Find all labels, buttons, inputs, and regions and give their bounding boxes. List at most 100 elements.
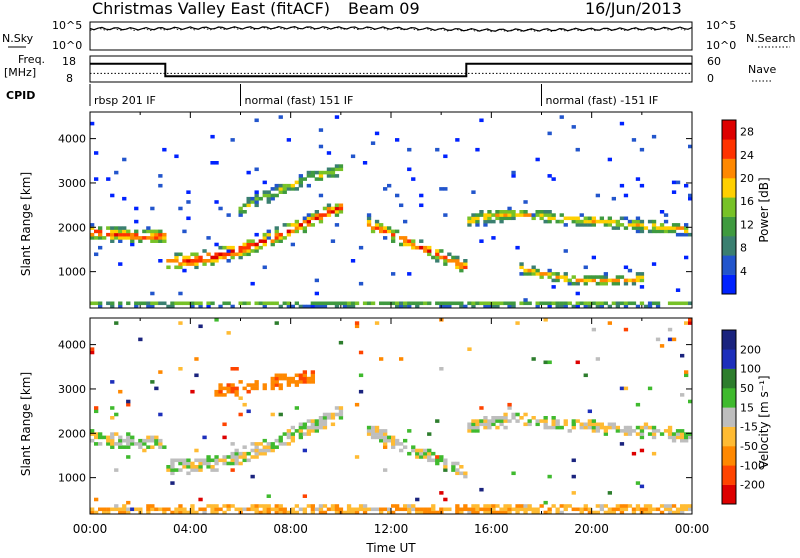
heatmap-cell xyxy=(527,268,532,273)
heatmap-cell xyxy=(230,468,235,472)
heatmap-cell xyxy=(222,504,227,508)
heatmap-cell xyxy=(507,301,512,306)
heatmap-cell xyxy=(194,259,199,263)
heatmap-cell xyxy=(499,210,504,214)
heatmap-cell xyxy=(667,507,673,512)
heatmap-cell xyxy=(290,425,296,430)
heatmap-cell xyxy=(511,210,516,214)
heatmap-cell xyxy=(266,193,271,198)
heatmap-cell xyxy=(507,402,512,407)
heatmap-cell xyxy=(680,435,685,440)
heatmap-cell xyxy=(675,432,681,436)
heatmap-cell xyxy=(238,451,243,456)
heatmap-cell xyxy=(467,422,472,427)
heatmap-cell xyxy=(194,373,199,378)
heatmap-cell xyxy=(274,226,279,230)
heatmap-cell xyxy=(298,435,304,440)
heatmap-cell xyxy=(675,301,681,306)
heatmap-cell xyxy=(675,232,681,237)
heatmap-cell xyxy=(338,167,344,172)
heatmap-cell xyxy=(110,406,115,410)
heatmap-cell xyxy=(242,458,247,463)
heatmap-cell xyxy=(330,210,336,214)
heatmap-cell xyxy=(680,432,685,436)
heatmap-cell xyxy=(178,507,183,512)
heatmap-cell xyxy=(539,301,544,306)
heatmap-cell xyxy=(186,255,191,260)
heatmap-cell xyxy=(688,144,693,149)
heatmap-cell xyxy=(294,380,300,384)
heatmap-cell xyxy=(286,187,292,191)
heatmap-cell xyxy=(391,504,396,508)
heatmap-cell xyxy=(94,432,99,436)
heatmap-cell xyxy=(330,174,336,178)
heatmap-cell xyxy=(391,438,396,443)
heatmap-cell xyxy=(174,154,179,159)
heatmap-cell xyxy=(403,438,408,443)
heatmap-cell xyxy=(150,380,155,384)
heatmap-cell xyxy=(615,429,621,433)
heatmap-cell xyxy=(499,416,504,420)
heatmap-cell xyxy=(583,275,588,279)
heatmap-cell xyxy=(146,435,151,440)
heatmap-cell xyxy=(467,219,472,224)
heatmap-cell xyxy=(166,507,171,512)
heatmap-cell xyxy=(571,458,576,463)
heatmap-cell xyxy=(314,301,320,306)
heatmap-cell xyxy=(298,174,304,178)
heatmap-cell xyxy=(563,275,568,279)
heatmap-cell xyxy=(198,301,203,306)
heatmap-cell xyxy=(443,507,448,512)
heatmap-cell xyxy=(688,504,693,508)
heatmap-cell xyxy=(455,510,460,515)
heatmap-cell xyxy=(547,219,552,224)
heatmap-cell xyxy=(383,429,388,433)
heatmap-cell xyxy=(539,504,544,508)
heatmap-cell xyxy=(206,461,211,466)
heatmap-cell xyxy=(334,412,340,417)
heatmap-cell xyxy=(178,510,183,515)
heatmap-cell xyxy=(126,435,131,440)
heatmap-cell xyxy=(495,210,500,214)
heatmap-cell xyxy=(146,229,151,234)
heatmap-cell xyxy=(190,507,195,512)
heatmap-cell xyxy=(435,147,440,152)
heatmap-cell xyxy=(391,442,396,446)
heatmap-cell xyxy=(515,412,520,417)
heatmap-cell xyxy=(487,510,492,515)
heatmap-cell xyxy=(443,304,448,309)
heatmap-cell xyxy=(467,510,472,515)
heatmap-cell xyxy=(134,442,139,446)
heatmap-cell xyxy=(383,187,388,191)
heatmap-cell xyxy=(346,304,352,309)
heatmap-cell xyxy=(627,504,633,508)
heatmap-cell xyxy=(611,507,617,512)
heatmap-cell xyxy=(202,507,207,512)
heatmap-cell xyxy=(274,193,279,198)
heatmap-cell xyxy=(391,510,396,515)
heatmap-cell xyxy=(146,507,151,512)
heatmap-cell xyxy=(150,435,155,440)
heatmap-cell xyxy=(110,442,115,446)
heatmap-cell xyxy=(543,422,548,427)
heatmap-cell xyxy=(318,177,324,181)
heatmap-cell xyxy=(318,425,324,430)
heatmap-cell xyxy=(503,510,508,515)
heatmap-cell xyxy=(90,236,95,240)
heatmap-cell xyxy=(334,115,340,119)
heatmap-cell xyxy=(415,510,420,515)
heatmap-cell xyxy=(575,304,580,309)
heatmap-cell xyxy=(330,170,336,175)
heatmap-cell xyxy=(178,252,183,257)
heatmap-cell xyxy=(471,213,476,217)
heatmap-cell xyxy=(134,507,139,512)
heatmap-cell xyxy=(547,507,552,512)
heatmap-cell xyxy=(399,357,404,361)
heatmap-cell xyxy=(667,229,673,234)
heatmap-cell xyxy=(186,190,191,194)
heatmap-cell xyxy=(230,304,235,309)
heatmap-cell xyxy=(511,213,516,217)
heatmap-cell xyxy=(214,161,219,165)
heatmap-cell xyxy=(623,429,629,433)
heatmap-cell xyxy=(647,229,653,234)
